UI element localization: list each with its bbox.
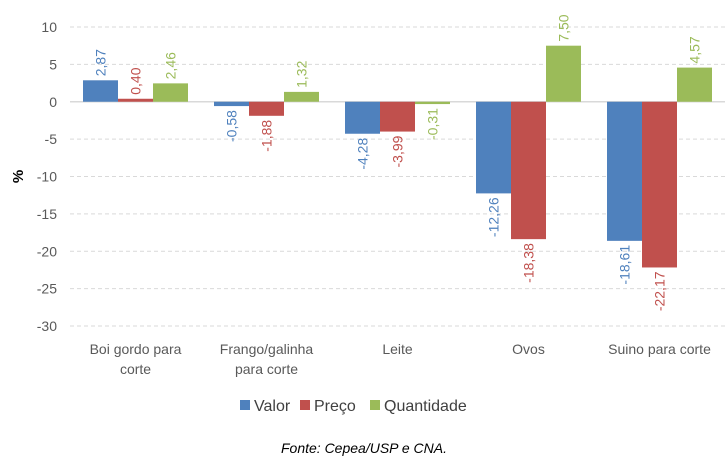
source-note: Fonte: Cepea/USP e CNA. (280, 440, 447, 456)
data-label: -4,28 (355, 138, 371, 170)
bar-quantidade (677, 67, 712, 102)
bar-quantidade (284, 91, 319, 102)
data-label: -18,61 (617, 245, 633, 285)
data-label: 4,57 (687, 36, 703, 63)
bars (83, 45, 712, 268)
legend-swatch (240, 400, 250, 410)
y-tick-label: -10 (37, 169, 57, 185)
y-axis-ticks: 10 5 0 -5 -10 -15 -20 -25 -30 (37, 19, 57, 334)
category-label: Leite (382, 341, 413, 357)
y-axis-label: % (10, 170, 27, 183)
y-tick-label: -5 (45, 131, 58, 147)
bar-valor (476, 101, 511, 194)
bar-preo (249, 101, 284, 116)
data-label: -22,17 (652, 271, 668, 311)
legend: Valor Preço Quantidade (240, 398, 467, 415)
data-label: -0,58 (224, 110, 240, 142)
bar-valor (607, 101, 642, 241)
data-label: -1,88 (259, 120, 275, 152)
data-label: -18,38 (521, 243, 537, 283)
legend-swatch (300, 400, 310, 410)
data-label: 7,50 (556, 14, 572, 41)
data-label: 1,32 (294, 60, 310, 87)
bar-preo (118, 98, 153, 102)
y-tick-label: -30 (37, 318, 57, 334)
category-label: Suino para corte (608, 341, 711, 357)
legend-label: Preço (314, 398, 356, 415)
bar-preo (642, 101, 677, 268)
y-tick-label: -25 (37, 281, 57, 297)
y-tick-label: 0 (49, 94, 57, 110)
bar-quantidade (415, 101, 450, 105)
data-label: 0,40 (128, 67, 144, 94)
y-tick-label: -15 (37, 206, 57, 222)
legend-swatch (370, 400, 380, 410)
category-label: Frango/galinha (220, 341, 314, 357)
data-label: -0,31 (425, 108, 441, 140)
bar-preo (511, 101, 546, 240)
category-label: corte (120, 361, 151, 377)
bar-valor (214, 101, 249, 107)
bar-chart: 10 5 0 -5 -10 -15 -20 -25 -30 % 2,87 0,40 2,46 -0,5… (10, 14, 725, 415)
data-label: -12,26 (486, 197, 502, 237)
y-tick-label: -20 (37, 243, 57, 259)
data-label: 2,46 (163, 52, 179, 79)
category-label: Ovos (512, 341, 545, 357)
bar-quantidade (153, 83, 188, 102)
y-tick-label: 10 (41, 19, 57, 35)
category-label: Boi gordo para (90, 341, 182, 357)
category-labels: Boi gordo para corte Frango/galinha para co… (90, 341, 711, 377)
bar-valor (83, 80, 118, 102)
data-label: 2,87 (93, 49, 109, 76)
data-labels: 2,87 0,40 2,46 -0,58 -1,88 1,32 -4,28 -3,99 -0,3… (93, 14, 703, 311)
data-label: -3,99 (390, 135, 406, 167)
y-tick-label: 5 (49, 56, 57, 72)
bar-quantidade (546, 45, 581, 102)
category-label: para corte (235, 361, 298, 377)
legend-label: Valor (254, 398, 291, 415)
bar-preo (380, 101, 415, 132)
bar-valor (345, 101, 380, 134)
legend-label: Quantidade (384, 398, 467, 415)
